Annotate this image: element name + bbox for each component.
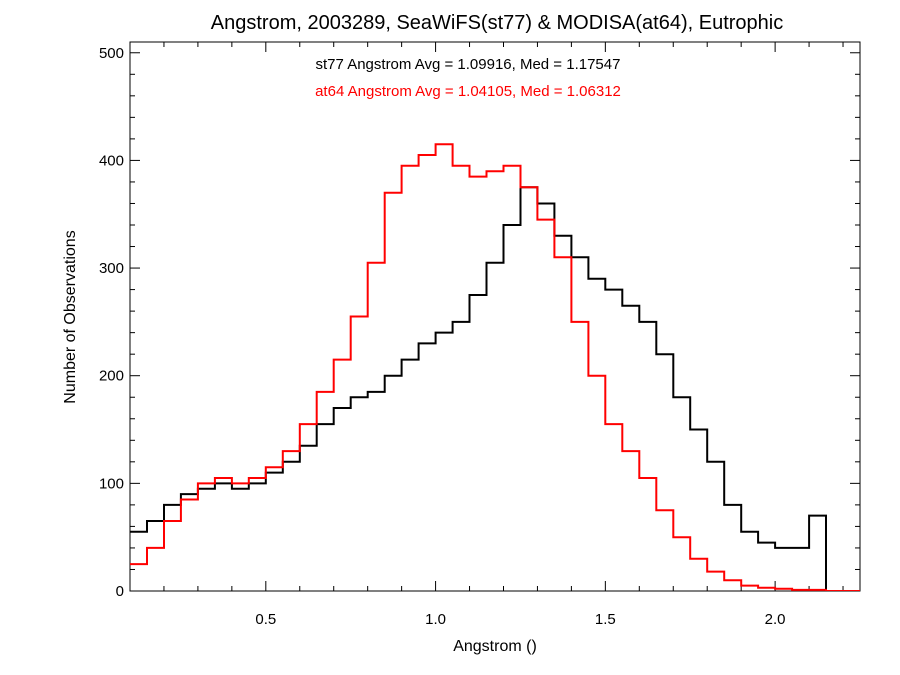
x-tick-label: 1.5: [595, 611, 616, 628]
y-axis-label: Number of Observations: [62, 230, 79, 403]
y-tick-label: 0: [116, 583, 124, 600]
y-tick-label: 200: [99, 368, 124, 385]
y-tick-label: 400: [99, 152, 124, 169]
chart-title: Angstrom, 2003289, SeaWiFS(st77) & MODIS…: [211, 12, 783, 34]
x-tick-label: 2.0: [765, 611, 786, 628]
histogram-series-0: [130, 186, 860, 591]
y-tick-label: 100: [99, 475, 124, 492]
at64-stats-annotation: at64 Angstrom Avg = 1.04105, Med = 1.063…: [315, 83, 621, 100]
histogram-series-1: [130, 143, 860, 591]
x-axis-label: Angstrom (): [453, 638, 537, 655]
st77-stats-annotation: st77 Angstrom Avg = 1.09916, Med = 1.175…: [316, 56, 621, 73]
x-axis-ticks: 0.5 1.0 1.5 2.0: [129, 42, 844, 628]
plot-frame: [129, 41, 861, 592]
y-axis-ticks: 0 100 200 300 400 500: [99, 45, 860, 600]
x-tick-label: 1.0: [425, 611, 446, 628]
series-layer: [130, 143, 860, 591]
y-tick-label: 500: [99, 45, 124, 62]
y-tick-label: 300: [99, 260, 124, 277]
x-tick-label: 0.5: [255, 611, 276, 628]
